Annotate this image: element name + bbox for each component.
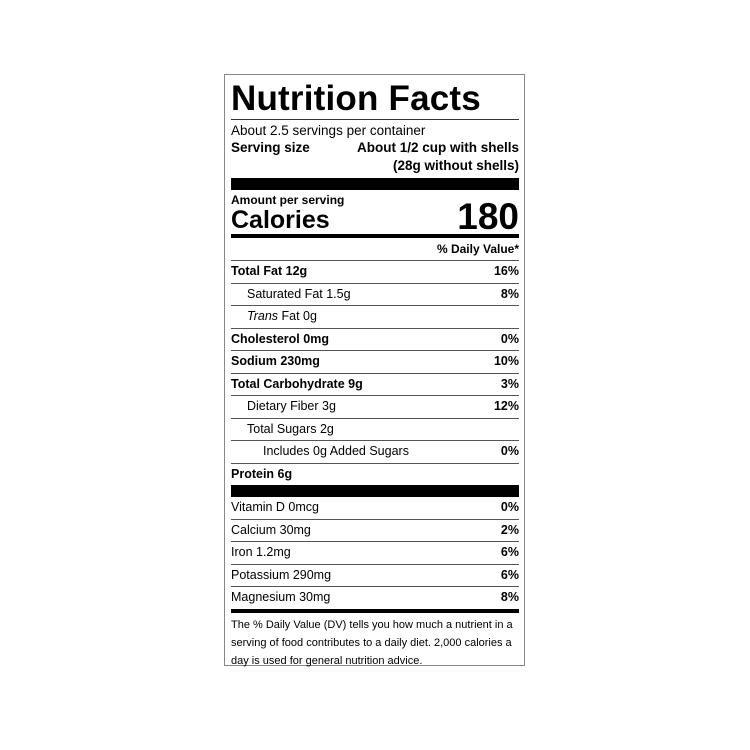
vitamin-dv: 0% bbox=[500, 500, 519, 514]
nutrient-amount: 12g bbox=[285, 264, 308, 278]
nutrient-label: Protein 6g bbox=[231, 464, 292, 486]
nutrient-row-protein: Protein 6g bbox=[231, 462, 519, 486]
daily-value-header: % Daily Value* bbox=[436, 242, 519, 256]
vitamin-label: Vitamin D 0mcg bbox=[231, 500, 319, 514]
nutrient-dv: 8% bbox=[500, 286, 519, 301]
nutrient-label: Cholesterol 0mg bbox=[231, 329, 329, 351]
nutrient-name: Cholesterol bbox=[231, 331, 300, 346]
vitamin-row-vitamin-d: Vitamin D 0mcg 0% bbox=[231, 497, 519, 519]
nutrient-label: Total Fat 12g bbox=[231, 261, 307, 283]
nutrient-dv: 3% bbox=[500, 376, 519, 391]
nutrition-facts-label: Nutrition Facts About 2.5 servings per c… bbox=[224, 74, 525, 667]
servings-per-container: About 2.5 servings per container bbox=[231, 123, 426, 138]
nutrient-name: Total Fat bbox=[231, 264, 283, 278]
vitamin-row-potassium: Potassium 290mg 6% bbox=[231, 563, 519, 587]
vitamin-label: Calcium 30mg bbox=[231, 522, 311, 537]
nutrient-amount: 6g bbox=[277, 466, 293, 481]
nutrient-dv: 10% bbox=[493, 354, 519, 368]
vitamin-label: Iron 1.2mg bbox=[231, 545, 291, 559]
nutrient-dv: 12% bbox=[493, 399, 519, 413]
medium-divider bbox=[231, 234, 519, 238]
nutrient-name: Protein bbox=[231, 466, 275, 481]
vitamin-row-calcium: Calcium 30mg 2% bbox=[231, 518, 519, 542]
thick-divider bbox=[231, 178, 519, 190]
nutrient-row-dietary-fiber: Dietary Fiber 3g 12% bbox=[231, 395, 519, 418]
nutrient-amount: Fat 0g bbox=[281, 309, 317, 323]
nutrient-label: Total Sugars 2g bbox=[231, 419, 334, 441]
nutrient-label: Sodium 230mg bbox=[231, 351, 320, 373]
nutrient-label: Trans Fat 0g bbox=[231, 306, 317, 328]
vitamin-row-iron: Iron 1.2mg 6% bbox=[231, 541, 519, 564]
vitamin-dv: 6% bbox=[500, 545, 519, 559]
vitamin-dv: 6% bbox=[500, 567, 519, 582]
nutrient-amount: 3g bbox=[322, 399, 336, 413]
amount-per-serving: Amount per serving bbox=[231, 193, 345, 207]
nutrient-row-cholesterol: Cholesterol 0mg 0% bbox=[231, 327, 519, 351]
nutrient-row-total-carbohydrate: Total Carbohydrate 9g 3% bbox=[231, 372, 519, 396]
nutrient-row-saturated-fat: Saturated Fat 1.5g 8% bbox=[231, 282, 519, 306]
calories-label: Calories bbox=[231, 206, 330, 234]
calories-row: Calories 180 bbox=[231, 198, 519, 235]
serving-size-label: Serving size bbox=[231, 140, 310, 155]
nutrient-row-total-fat: Total Fat 12g 16% bbox=[231, 260, 519, 283]
nutrient-label: Dietary Fiber 3g bbox=[231, 396, 336, 418]
nutrient-amount: 2g bbox=[319, 421, 334, 436]
nutrient-dv: 16% bbox=[493, 264, 519, 278]
nutrient-amount: 9g bbox=[348, 376, 363, 391]
nutrient-name: Total Carbohydrate bbox=[231, 376, 345, 391]
nutrient-name: Trans bbox=[247, 309, 279, 323]
nutrient-name: Total Sugars bbox=[247, 421, 317, 436]
divider bbox=[231, 119, 519, 120]
nutrient-name: Includes 0g Added Sugars bbox=[263, 444, 409, 458]
nutrient-name: Saturated Fat bbox=[247, 286, 323, 301]
nutrient-amount: 0mg bbox=[303, 331, 329, 346]
nutrient-amount: 1.5g bbox=[326, 286, 351, 301]
nutrient-name: Dietary Fiber bbox=[247, 399, 319, 413]
vitamin-row-magnesium: Magnesium 30mg 8% bbox=[231, 586, 519, 609]
serving-size-line1: About 1/2 cup with shells bbox=[356, 140, 519, 155]
serving-size-row: Serving size About 1/2 cup with shells (… bbox=[231, 139, 519, 175]
thick-divider bbox=[231, 485, 519, 497]
calories-value: 180 bbox=[457, 196, 519, 237]
serving-size-value: About 1/2 cup with shells (28g without s… bbox=[357, 139, 519, 175]
nutrient-name: Sodium bbox=[231, 354, 277, 368]
nutrient-label: Saturated Fat 1.5g bbox=[231, 284, 351, 306]
vitamin-dv: 8% bbox=[500, 590, 519, 604]
nutrient-dv: 0% bbox=[500, 444, 519, 458]
nutrient-row-trans-fat: Trans Fat 0g bbox=[231, 305, 519, 328]
serving-size-line2: (28g without shells) bbox=[392, 158, 519, 173]
nutrient-row-total-sugars: Total Sugars 2g bbox=[231, 417, 519, 441]
nutrient-amount: 230mg bbox=[280, 354, 320, 368]
label-title: Nutrition Facts bbox=[231, 79, 481, 118]
nutrient-dv: 0% bbox=[500, 331, 519, 346]
medium-divider bbox=[231, 608, 519, 613]
footnote: The % Daily Value (DV) tells you how muc… bbox=[231, 618, 513, 667]
vitamin-dv: 2% bbox=[500, 522, 519, 537]
nutrient-label: Total Carbohydrate 9g bbox=[231, 374, 363, 396]
vitamin-label: Potassium 290mg bbox=[231, 567, 332, 582]
nutrient-row-added-sugars: Includes 0g Added Sugars 0% bbox=[231, 440, 519, 463]
vitamin-label: Magnesium 30mg bbox=[231, 590, 331, 604]
nutrient-row-sodium: Sodium 230mg 10% bbox=[231, 350, 519, 373]
